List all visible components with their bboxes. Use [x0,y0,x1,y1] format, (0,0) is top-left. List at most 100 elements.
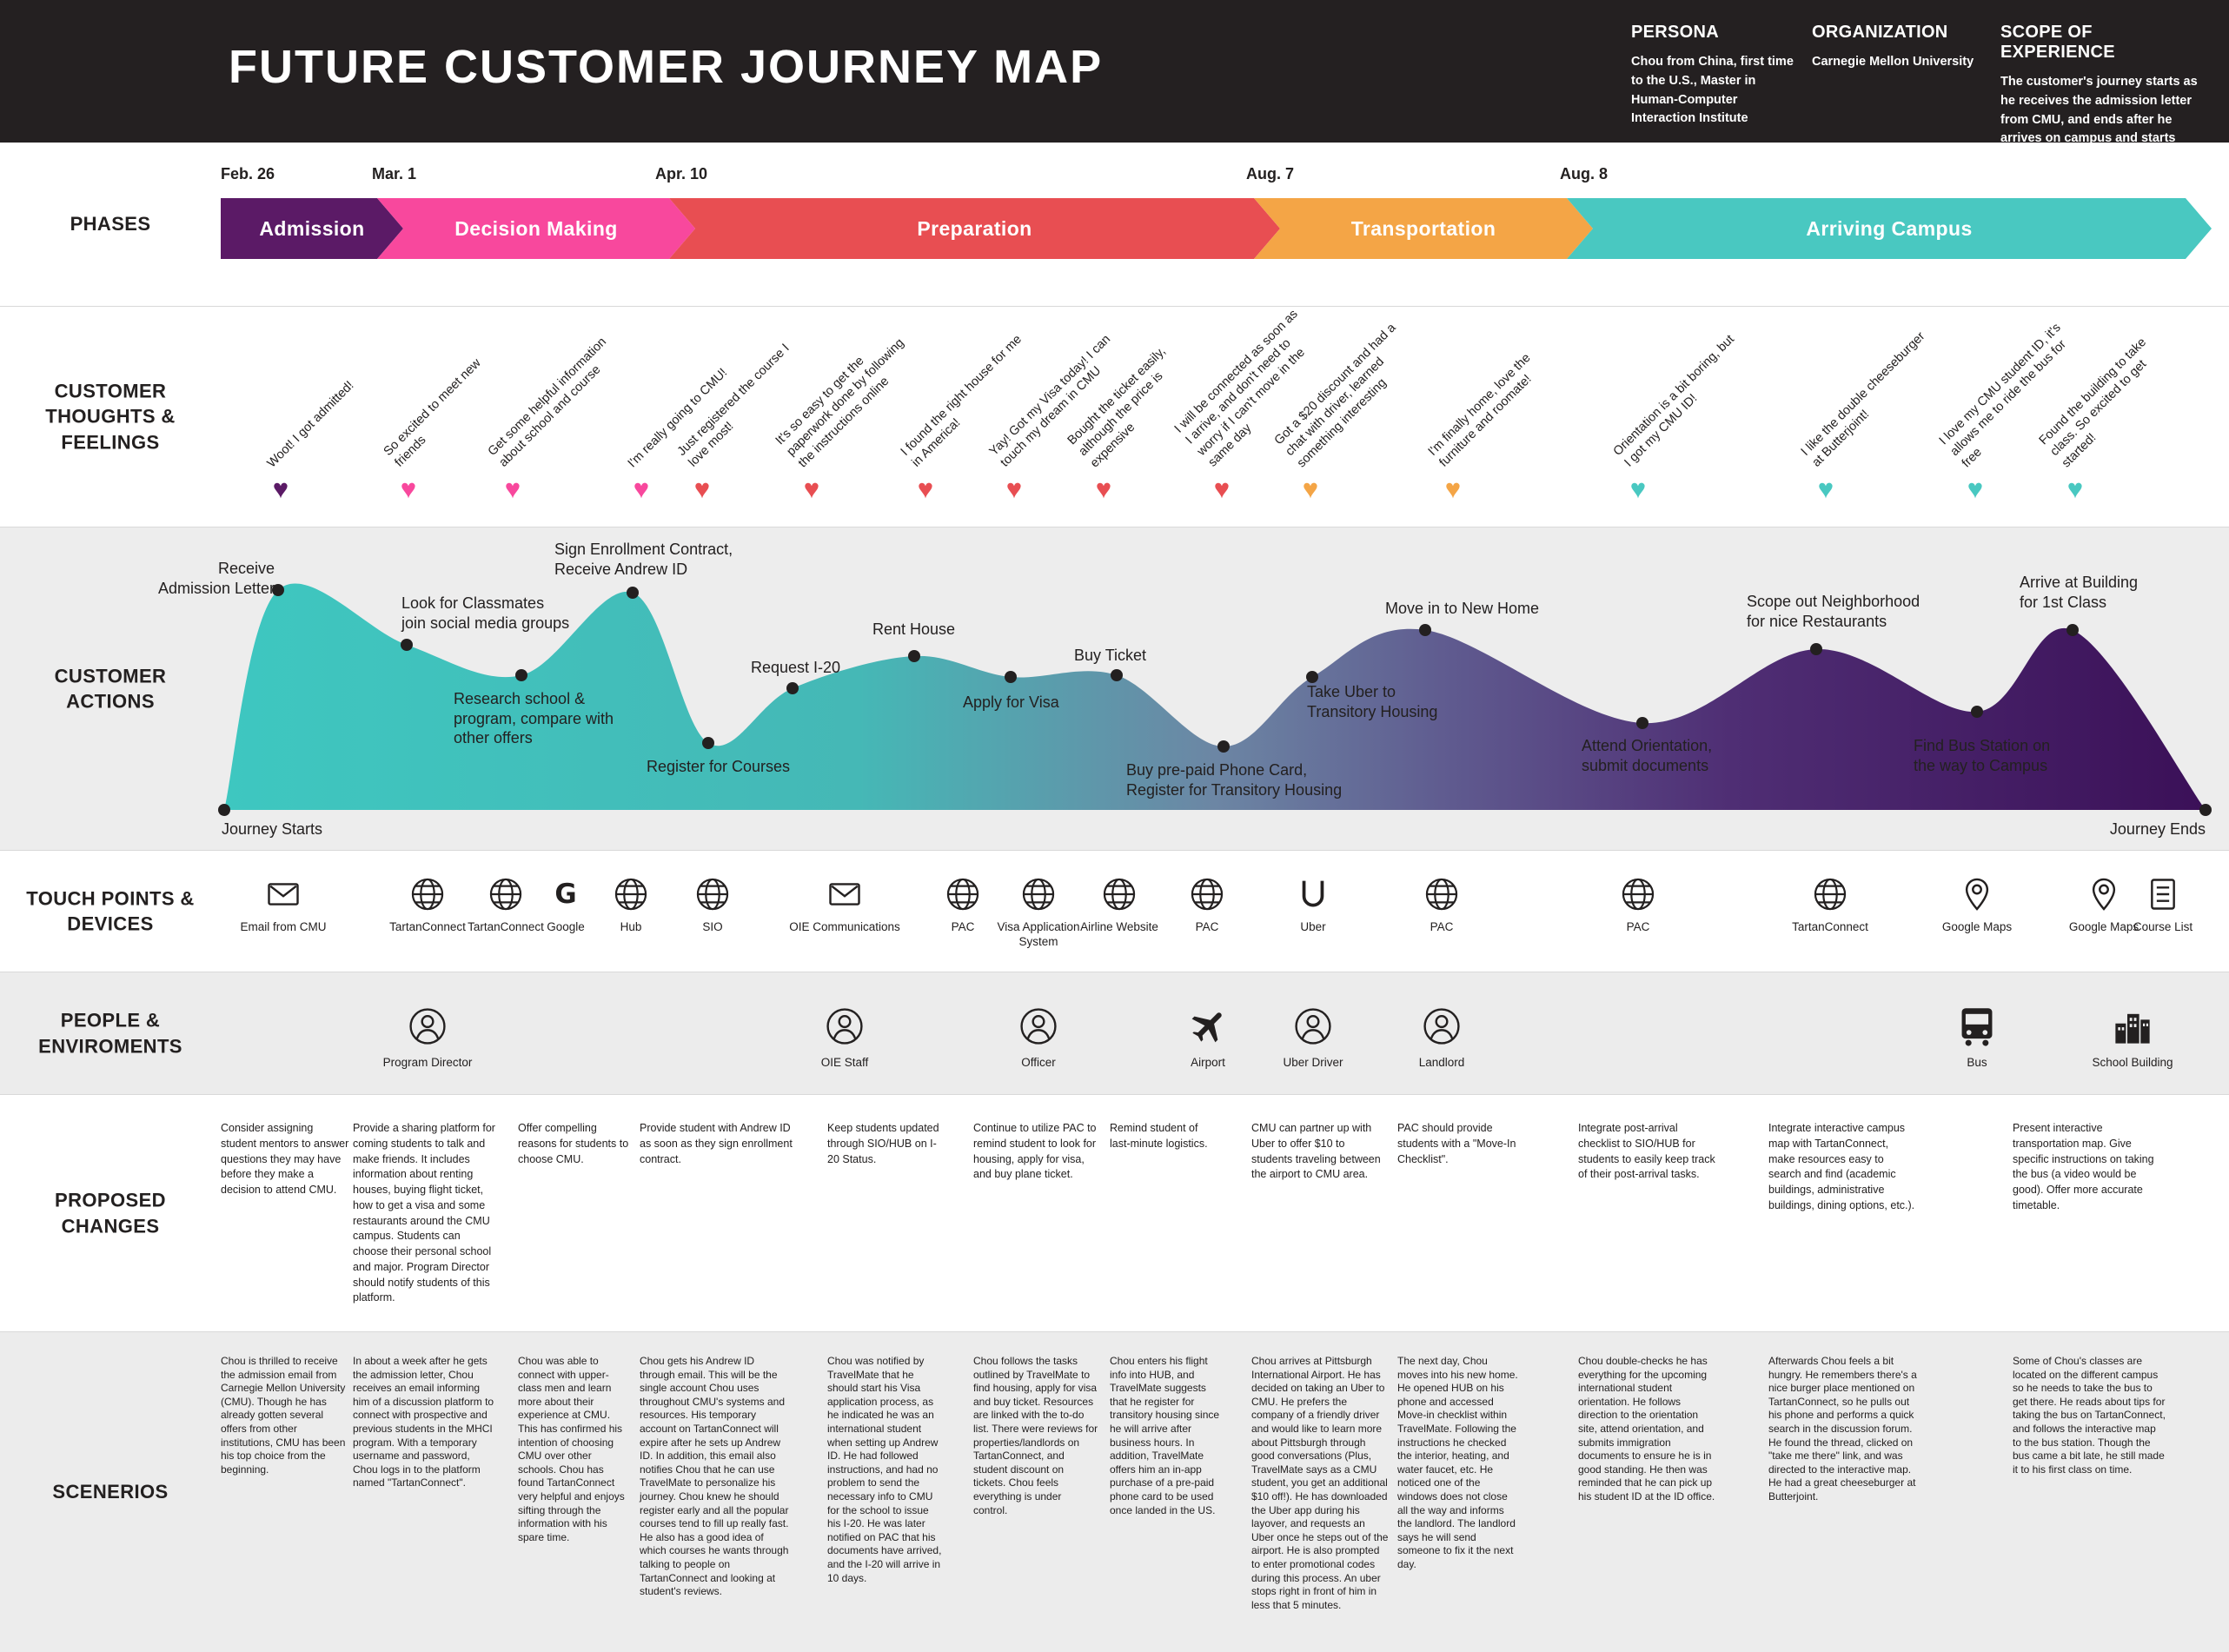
journey-point [1419,624,1431,636]
journey-point [1217,740,1230,753]
touchpoint-label: TartanConnect [389,920,466,933]
organization-panel: ORGANIZATION Carnegie Mellon University [1812,23,1986,72]
globe-icon [944,875,982,913]
touchpoint-label: Airline Website [1080,920,1158,933]
row-label-proposed: PROPOSED CHANGES [55,1189,166,1237]
heart-icon: ♥ [2066,474,2084,504]
journey-point [1971,706,1983,718]
globe-icon [408,875,447,913]
pin-icon [2085,875,2123,913]
proposed-change: Provide student with Andrew ID as soon a… [640,1122,793,1165]
globe-icon [693,875,732,913]
row-label-thoughts: CUSTOMER THOUGHTS & FEELINGS [45,379,176,454]
heart-icon: ♥ [1444,474,1462,504]
scope-heading: SCOPE OF EXPERIENCE [2000,23,2115,62]
phase-label: Admission [259,216,365,240]
phase-label: Decision Making [454,216,618,240]
journey-point [515,669,527,681]
plane-icon [1187,1005,1229,1047]
touchpoint-label: SIO [702,920,723,933]
person-label: OIE Staff [820,1056,869,1069]
globe-icon [1188,875,1226,913]
globe-icon [1100,875,1138,913]
thought-text: I'm finally home, love the furniture and… [1425,351,1535,471]
row-label-touchpoints: TOUCH POINTS & DEVICES [26,886,195,935]
heart-icon: ♥ [504,474,521,504]
scenario: Chou is thrilled to receive the admissio… [221,1355,346,1476]
journey-point [627,587,639,599]
phase-date-apr-10: Apr. 10 [655,165,708,182]
journey-point [786,682,799,694]
actions-row: Journey Starts Receive Admission Letter Lo… [0,527,2229,850]
touchpoint-label: Course List [2133,920,2193,933]
globe-icon [1019,875,1058,913]
globe-icon [1619,875,1657,913]
touchpoint-label: Visa Application System [997,920,1080,948]
envelope-icon [264,875,302,913]
touchpoint-label: PAC [1626,920,1650,933]
scenarios-row: SCENERIOS Chou is thrilled to receive th… [0,1331,2229,1652]
persona-heading: PERSONA [1631,23,1720,42]
phase-arriving-campus: Arriving Campus [1567,198,2212,259]
row-label-phases: PHASES [70,213,151,236]
proposed-change: Present interactive transportation map. … [2013,1122,2154,1211]
journey-point [1111,669,1123,681]
heart-icon: ♥ [1005,474,1023,504]
scenario: Chou arrives at Pittsburgh International… [1251,1355,1389,1611]
journey-point [1005,671,1017,683]
phase-transportation: Transportation [1254,198,1593,259]
globe-icon [612,875,650,913]
person-label: Bus [1967,1056,1987,1069]
touchpoint-label: OIE Communications [789,920,900,933]
globe-icon [487,875,525,913]
heart-icon: ♥ [917,474,934,504]
heart-icon: ♥ [1817,474,1834,504]
heart-icon: ♥ [1095,474,1112,504]
journey-point [702,737,714,749]
proposed-row: PROPOSED CHANGES Consider assigning stud… [0,1094,2229,1331]
proposed-change: Remind student of last-minute logistics. [1110,1122,1208,1150]
scenario: Chou follows the tasks outlined by Trave… [973,1355,1098,1516]
person-icon [1421,1005,1463,1047]
touchpoint-label: PAC [1430,920,1454,933]
journey-point [2066,624,2079,636]
heart-icon: ♥ [1302,474,1319,504]
journey-curve [218,583,2212,816]
phase-preparation: Preparation [669,198,1280,259]
proposed-change: PAC should provide students with a "Move… [1397,1122,1516,1165]
heart-icon: ♥ [693,474,711,504]
phase-date-feb-26: Feb. 26 [221,165,275,182]
proposed-change: Offer compelling reasons for students to… [518,1122,629,1165]
touchpoint-label: Email from CMU [240,920,327,933]
journey-point [1636,717,1649,729]
thought-text: I like the double cheeseburger at Butter… [1798,329,1928,471]
globe-icon [1423,875,1461,913]
proposed-change: Provide a sharing platform for coming st… [353,1122,495,1304]
heart-icon: ♥ [1213,474,1231,504]
phase-label: Preparation [917,216,1032,240]
person-label: Airport [1191,1056,1225,1069]
journey-point [401,639,413,651]
building-icon [2112,1005,2153,1047]
globe-icon [1811,875,1849,913]
person-label: Program Director [382,1056,473,1069]
organization-body: Carnegie Mellon University [1812,55,1974,69]
bus-icon [1956,1005,1998,1047]
scenario: Chou was able to connect with upper-clas… [518,1355,625,1543]
phase-label: Transportation [1350,216,1496,240]
thought-text: Woot! I got admitted! [264,378,357,471]
heart-icon: ♥ [400,474,417,504]
thoughts-row: CUSTOMER THOUGHTS & FEELINGS ♥ Woot! I go… [0,306,2229,527]
phase-date-aug-7: Aug. 7 [1246,165,1295,182]
header: FUTURE CUSTOMER JOURNEY MAP PERSONA Chou… [0,0,2229,164]
proposed-change: Integrate post-arrival checklist to SIO/… [1578,1122,1715,1181]
thought-text: Orientation is a bit boring, but I got m… [1610,332,1737,471]
people-row: PEOPLE & ENVIROMENTS Program Director OIE… [0,972,2229,1094]
heart-icon: ♥ [1629,474,1647,504]
scenario: The next day, Chou moves into his new ho… [1397,1355,1518,1570]
touchpoint-label: Uber [1300,920,1326,933]
proposed-change: Consider assigning student mentors to an… [221,1122,349,1196]
row-label-people: PEOPLE & ENVIROMENTS [38,1009,182,1057]
row-label-scenarios: SCENERIOS [52,1481,169,1503]
